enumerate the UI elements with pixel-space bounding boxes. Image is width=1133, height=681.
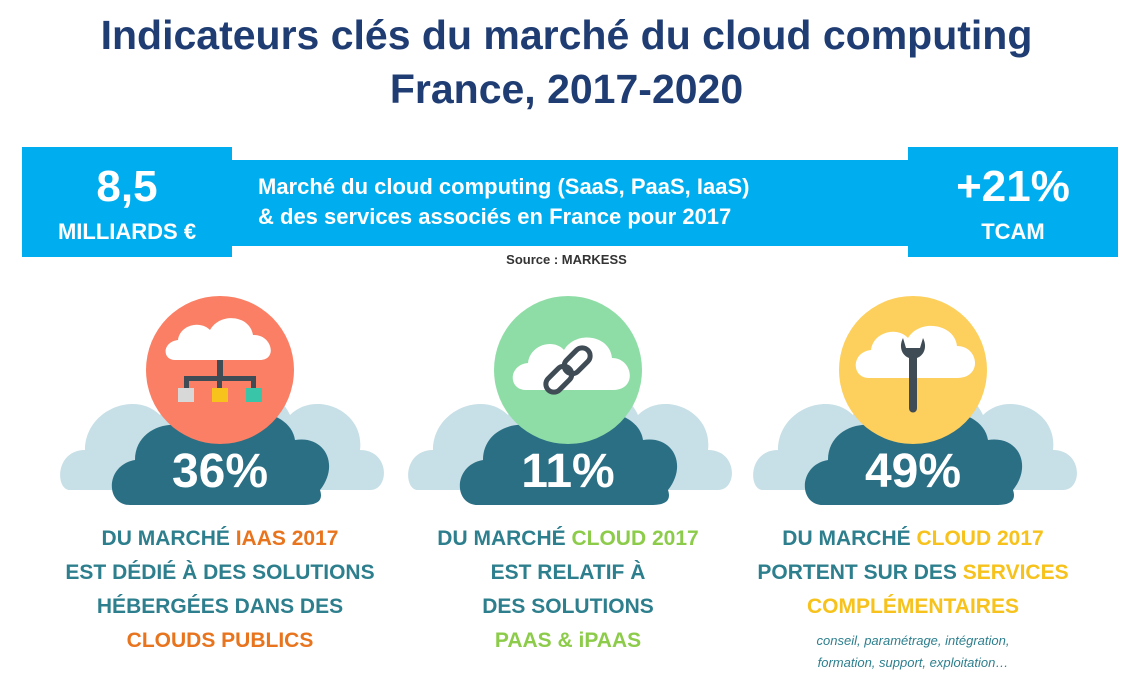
services-line-1: DU MARCHÉ CLOUD 2017 (782, 527, 1044, 550)
services-line-2: PORTENT SUR DES SERVICES (757, 561, 1069, 584)
banner-line-2: & des services associés en France pour 2… (258, 204, 732, 229)
services-percent: 49% (864, 445, 962, 498)
growth-rate-value: +21% (956, 162, 1070, 211)
paas-line-3: DES SOLUTIONS (482, 595, 654, 618)
services-note: conseil, paramétrage, intégration, forma… (743, 630, 1083, 674)
market-size-unit: MILLIARDS € (57, 219, 197, 244)
services-note-1: conseil, paramétrage, intégration, (816, 633, 1010, 648)
link-cloud-icon (408, 296, 732, 505)
iaas-line-2: EST DÉDIÉ À DES SOLUTIONS (65, 561, 375, 584)
title-line-2: France, 2017-2020 (389, 66, 744, 112)
source-note: Source : MARKESS (506, 252, 627, 267)
card-iaas: 36% DU MARCHÉ IAAS 2017 EST DÉDIÉ À DES … (50, 290, 390, 680)
banner-description: Marché du cloud computing (SaaS, PaaS, I… (258, 172, 898, 232)
iaas-percent: 36% (171, 445, 269, 498)
paas-line-1: DU MARCHÉ CLOUD 2017 (437, 527, 699, 550)
banner-line-1: Marché du cloud computing (SaaS, PaaS, I… (258, 174, 750, 199)
wrench-cloud-icon (753, 296, 1077, 505)
paas-line-4: PAAS & iPAAS (494, 629, 642, 652)
card-paas: 11% DU MARCHÉ CLOUD 2017 EST RELATIF À D… (398, 290, 738, 680)
card-services: 49% DU MARCHÉ CLOUD 2017 PORTENT SUR DES… (743, 290, 1083, 680)
growth-rate-box: +21% TCAM (908, 147, 1118, 257)
services-line-3: COMPLÉMENTAIRES (807, 595, 1019, 618)
market-size-value: 8,5 (96, 162, 158, 211)
iaas-description: DU MARCHÉ IAAS 2017 EST DÉDIÉ À DES SOLU… (50, 522, 390, 658)
iaas-line-3: HÉBERGÉES DANS DES (96, 595, 344, 618)
page-title: Indicateurs clés du marché du cloud comp… (0, 8, 1133, 116)
paas-description: DU MARCHÉ CLOUD 2017 EST RELATIF À DES S… (398, 522, 738, 658)
market-size-box: 8,5 MILLIARDS € (22, 147, 232, 257)
services-note-2: formation, support, exploitation… (817, 655, 1009, 670)
iaas-line-4: CLOUDS PUBLICS (126, 629, 314, 652)
paas-percent: 11% (521, 445, 615, 498)
iaas-line-1: DU MARCHÉ IAAS 2017 (101, 527, 339, 550)
paas-line-2: EST RELATIF À (490, 561, 646, 584)
network-cloud-icon (60, 296, 384, 505)
growth-rate-unit: TCAM (981, 219, 1045, 244)
services-description: DU MARCHÉ CLOUD 2017 PORTENT SUR DES SER… (743, 522, 1083, 624)
title-line-1: Indicateurs clés du marché du cloud comp… (100, 12, 1033, 58)
